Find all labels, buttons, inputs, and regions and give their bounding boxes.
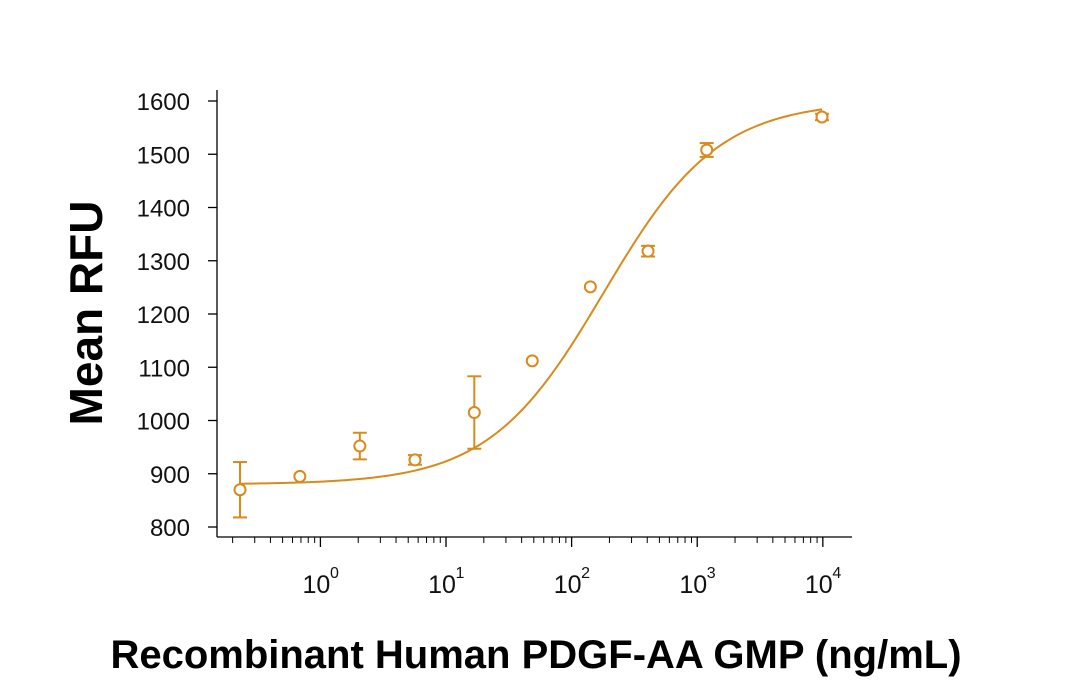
data-marker: [641, 244, 655, 258]
data-point: [407, 453, 422, 467]
y-tick-label: 900: [150, 462, 190, 489]
data-marker: [293, 469, 307, 483]
y-tick-label: 1400: [137, 196, 190, 223]
data-points-group: [233, 110, 829, 519]
y-tick-label: 1100: [138, 355, 190, 382]
data-marker: [408, 453, 422, 467]
data-marker: [700, 143, 714, 157]
data-point: [699, 142, 714, 158]
x-axis-title: Recombinant Human PDGF-AA GMP (ng/mL): [110, 633, 961, 677]
data-marker: [233, 483, 247, 497]
y-tick-label: 800: [150, 515, 190, 542]
data-point: [352, 431, 367, 461]
data-marker: [583, 280, 597, 294]
y-tick-label: 1200: [137, 302, 190, 329]
y-tick-label: 1000: [137, 409, 190, 436]
x-tick-exponent: 2: [581, 565, 590, 582]
data-point: [641, 244, 656, 258]
y-tick-label: 1300: [137, 249, 190, 276]
x-tick-label: 10: [805, 571, 833, 599]
x-tick-exponent: 1: [456, 565, 465, 582]
fit-curve: [239, 108, 823, 485]
x-tick-label: 10: [679, 571, 707, 599]
data-marker: [525, 354, 539, 368]
data-point: [815, 110, 829, 124]
data-marker: [353, 439, 367, 453]
x-tick-label: 10: [303, 571, 331, 599]
x-tick-exponent: 3: [707, 565, 716, 582]
data-point: [293, 469, 307, 483]
data-point: [525, 354, 539, 368]
y-tick-label: 1600: [137, 89, 190, 116]
data-point: [583, 280, 597, 294]
y-axis-title: Mean RFU: [60, 201, 112, 426]
data-marker: [467, 406, 481, 420]
x-tick-exponent: 0: [330, 565, 339, 582]
data-point: [467, 375, 482, 450]
x-tick-label: 10: [554, 571, 582, 599]
fit-curve-group: [239, 108, 823, 485]
data-point: [233, 461, 247, 519]
y-tick-label: 1500: [137, 142, 190, 169]
x-tick-label: 10: [428, 571, 456, 599]
data-marker: [815, 110, 829, 124]
x-tick-exponent: 4: [832, 565, 841, 582]
